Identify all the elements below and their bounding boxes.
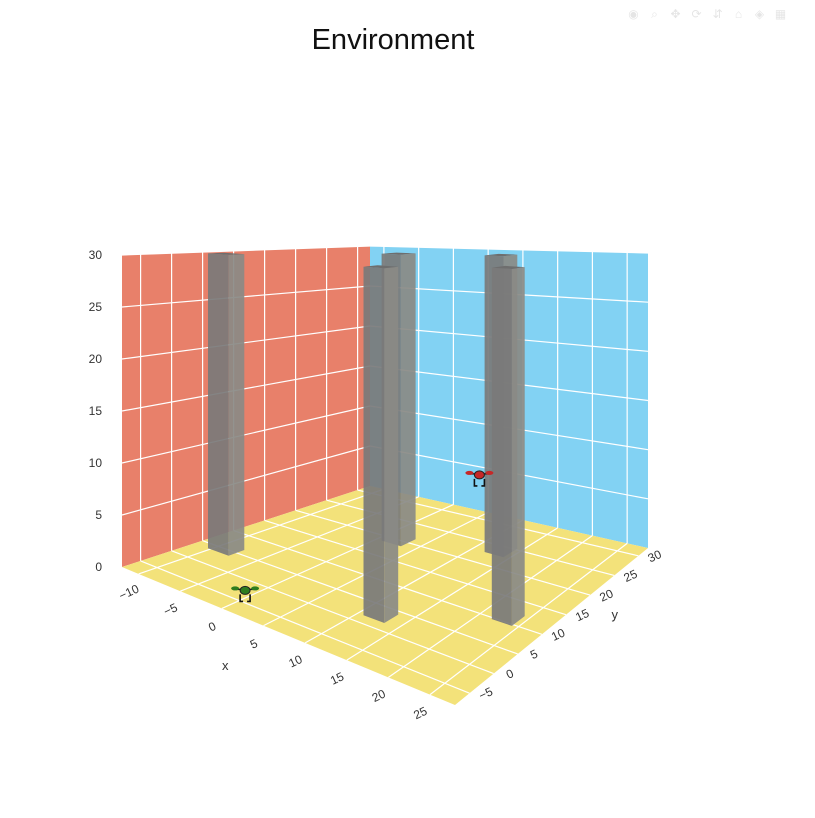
y-tick-label: 5	[528, 646, 540, 662]
z-tick-label: 20	[89, 352, 103, 366]
hover-icon[interactable]: ◈	[754, 7, 765, 21]
pillar-top	[208, 252, 245, 255]
zoom-icon[interactable]: ⌕	[651, 7, 658, 21]
pillar-top	[491, 265, 525, 269]
grid-floor-y	[295, 509, 591, 596]
grid-wall-z	[121, 285, 371, 308]
grid-wall-z	[121, 325, 371, 360]
x-tick-label: 0	[206, 619, 218, 635]
y-tick-label: 25	[622, 567, 640, 585]
pillar-top	[381, 252, 416, 255]
grid-wall-z	[121, 445, 371, 516]
grid-floor-y	[140, 560, 470, 694]
grid-floor-y	[202, 540, 518, 655]
y-tick-label: 30	[646, 547, 664, 565]
green-drone	[231, 585, 260, 603]
grid-floor-x	[138, 488, 385, 575]
x-tick-label: −10	[117, 581, 142, 602]
grid-wall-z	[369, 245, 649, 254]
x-tick-label: 25	[411, 704, 429, 722]
pillar-face-front	[363, 266, 385, 623]
pillar-face-side	[384, 266, 399, 623]
pillar-face-front	[208, 253, 229, 556]
red-drone	[465, 470, 494, 487]
z-tick-label: 25	[89, 300, 103, 314]
z-tick-label: 5	[95, 508, 102, 522]
scene-grid	[121, 245, 649, 696]
grid-wall-z	[121, 405, 371, 464]
y-tick-label: 20	[597, 586, 615, 604]
pillar-face-front	[491, 267, 512, 626]
x-tick-label: 20	[370, 686, 388, 704]
grid-floor-y	[171, 550, 494, 675]
z-tick-label: 0	[95, 560, 102, 574]
x-tick-label: −5	[161, 600, 180, 619]
home-icon[interactable]: ⌂	[734, 7, 743, 21]
pillar-face-side	[511, 267, 525, 626]
turntable-icon[interactable]: ⇵	[712, 7, 723, 21]
obstacle-pillar-1	[208, 252, 245, 556]
y-tick-label: 15	[573, 606, 591, 624]
agents	[231, 470, 494, 603]
y-tick-label: 10	[549, 625, 567, 643]
pillar-top	[363, 265, 399, 269]
x-axis-title: x	[222, 658, 229, 673]
x-tick-label: 15	[328, 669, 346, 687]
z-tick-label: 30	[89, 248, 103, 262]
pillar-face-side	[400, 253, 416, 547]
z-tick-label: 10	[89, 456, 103, 470]
x-tick-label: 5	[248, 636, 260, 652]
camera-icon[interactable]: ◉	[628, 7, 639, 21]
x-tick-label: 10	[286, 652, 304, 670]
plotly-logo-icon[interactable]: ▦	[774, 7, 787, 21]
grid-wall-z	[121, 245, 371, 256]
grid-floor-x	[388, 535, 593, 678]
pillar-top	[484, 253, 518, 257]
modebar[interactable]: ◉ ⌕ ✥ ⟳ ⇵ ⌂ ◈ ▦	[625, 6, 789, 23]
grid-wall-z	[121, 365, 371, 412]
chart-title: Environment	[311, 24, 475, 56]
y-tick-label: 0	[504, 666, 516, 682]
obstacle-pillar-3	[363, 265, 399, 623]
obstacle-pillar-5	[491, 265, 525, 626]
pillar-face-side	[228, 254, 245, 556]
axis-ticks: −10−50510152025−505101520253005101520253…	[89, 248, 664, 722]
grid-floor-x	[429, 542, 628, 696]
pan-icon[interactable]: ✥	[670, 7, 681, 21]
z-tick-label: 15	[89, 404, 103, 418]
orbit-icon[interactable]: ⟳	[691, 7, 702, 21]
obstacles	[208, 252, 525, 626]
y-tick-label: −5	[477, 684, 496, 703]
wall-x-plane	[122, 246, 370, 567]
y-axis-title: y	[612, 607, 619, 622]
